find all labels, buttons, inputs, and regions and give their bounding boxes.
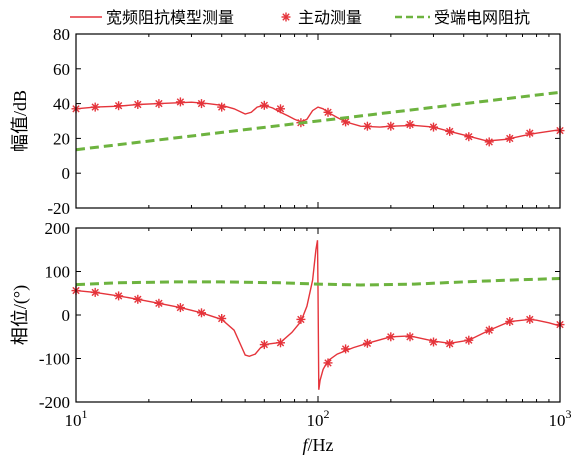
phase-active-point [445, 339, 455, 349]
phase-active-point [429, 337, 438, 347]
magnitude-active-point [362, 121, 372, 131]
magnitude-y-label: 幅值/dB [10, 90, 30, 152]
phase-grid-impedance-line [75, 277, 561, 287]
magnitude-y-ticks: -20 0 20 40 60 80 [47, 25, 560, 218]
phase-active-point [362, 338, 372, 348]
x-tick-exponent: 1 [82, 407, 88, 421]
phase-active-point [197, 308, 206, 318]
legend-label-active: 主动测量 [298, 8, 362, 27]
x-tick-base: 10 [549, 411, 566, 430]
magnitude-y-tick-label: 20 [53, 129, 70, 148]
phase-y-tick-label: -100 [39, 350, 70, 369]
phase-y-label: 相位/(°) [10, 285, 31, 345]
phase-active-point [90, 287, 100, 297]
phase-active-point [296, 314, 306, 324]
magnitude-active-point [386, 121, 396, 131]
phase-y-tick-label: -200 [39, 393, 70, 412]
x-tick-label: 103 [549, 407, 572, 430]
phase-x-ticks: 101 102 103 [65, 228, 572, 430]
magnitude-active-point [276, 104, 285, 114]
magnitude-active-point [217, 102, 227, 112]
magnitude-active-point [114, 101, 124, 111]
phase-active-point [505, 317, 515, 326]
phase-active-point [114, 291, 124, 301]
phase-active-point [323, 358, 333, 368]
magnitude-active-point [505, 133, 515, 143]
phase-active-point [386, 332, 396, 342]
legend-label-model: 宽频阻抗模型测量 [106, 8, 234, 27]
magnitude-active-point [341, 117, 351, 127]
magnitude-active-point [429, 122, 438, 132]
phase-active-point [133, 294, 143, 304]
magnitude-active-point [323, 107, 333, 117]
phase-y-ticks: -200 -100 0 100 200 [39, 219, 560, 412]
phase-active-point [259, 340, 269, 350]
x-tick-exponent: 2 [324, 407, 330, 421]
x-tick-base: 10 [65, 411, 82, 430]
x-tick-exponent: 3 [566, 407, 572, 421]
x-axis-label-unit: /Hz [308, 435, 334, 455]
magnitude-active-point [525, 128, 535, 138]
phase-y-tick-label: 200 [45, 219, 71, 238]
phase-plot-area [71, 240, 565, 390]
phase-active-point [217, 314, 227, 323]
legend-label-grid: 受端电网阻抗 [434, 8, 530, 27]
x-tick-label: 101 [65, 407, 88, 430]
magnitude-active-point [445, 126, 455, 136]
magnitude-active-point [464, 132, 474, 142]
magnitude-active-point [405, 120, 415, 129]
x-axis-label-italic: f [302, 435, 310, 455]
magnitude-y-tick-label: 40 [53, 95, 70, 114]
magnitude-panel: -20 0 20 40 60 80 幅值/dB [10, 25, 565, 218]
x-axis-label: f/Hz [302, 435, 333, 455]
magnitude-y-tick-label: 80 [53, 25, 70, 44]
legend-marker-active [281, 12, 291, 22]
phase-active-point [341, 344, 351, 354]
phase-active-point [464, 335, 474, 345]
phase-active-point [484, 325, 494, 335]
phase-active-point [525, 314, 535, 324]
magnitude-active-point [133, 100, 143, 109]
magnitude-grid-impedance-line [75, 90, 561, 152]
magnitude-y-tick-label: 60 [53, 60, 70, 79]
magnitude-active-point [259, 100, 269, 110]
magnitude-active-point [484, 137, 494, 147]
magnitude-y-tick-label: -20 [47, 199, 70, 218]
magnitude-active-point [175, 97, 185, 107]
magnitude-active-point [197, 99, 206, 109]
magnitude-plot-area [71, 90, 565, 152]
x-tick-base: 10 [307, 411, 324, 430]
magnitude-active-point [90, 102, 100, 112]
phase-y-tick-label: 100 [45, 263, 71, 282]
magnitude-y-tick-label: 0 [62, 164, 71, 183]
x-tick-label: 102 [307, 407, 330, 430]
phase-active-point [405, 332, 415, 342]
magnitude-x-ticks [75, 34, 561, 208]
phase-y-tick-label: 0 [62, 306, 71, 325]
phase-active-point [175, 303, 185, 313]
phase-active-point [154, 298, 164, 308]
phase-active-point [276, 338, 285, 348]
magnitude-active-point [154, 99, 164, 109]
phase-model-line [75, 240, 561, 390]
legend: 宽频阻抗模型测量 主动测量 受端电网阻抗 [70, 8, 530, 27]
